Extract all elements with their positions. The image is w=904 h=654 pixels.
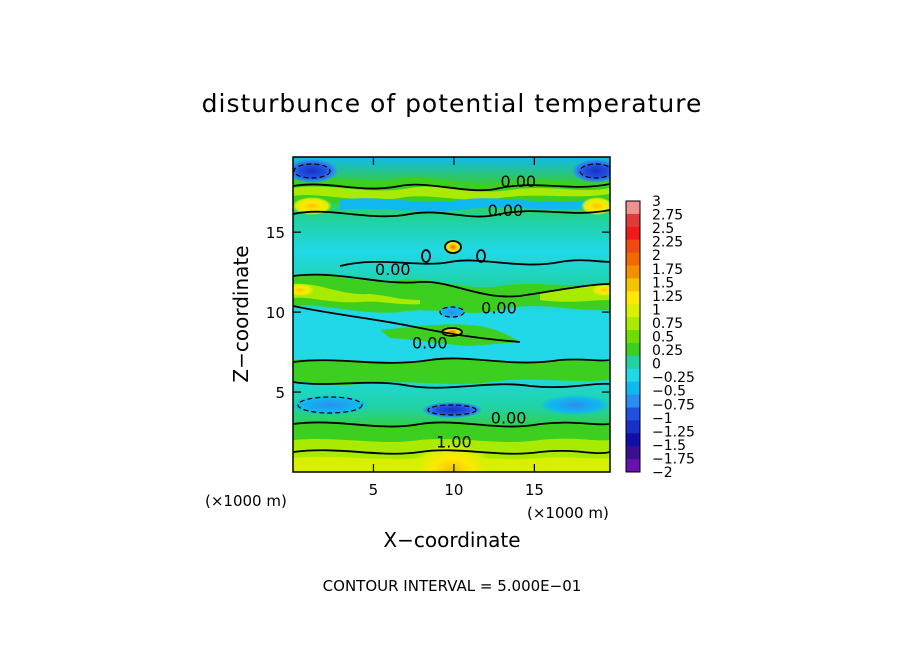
axes: 5 10 15 5 10 15 — [266, 157, 610, 499]
y-tick-label-0: 5 — [275, 384, 285, 402]
colorbar-label-10: 0.5 — [652, 330, 674, 346]
contour-line-mid — [293, 273, 610, 298]
x-tick-label-0: 5 — [369, 481, 379, 499]
colorbar-label-11: 0.25 — [652, 343, 683, 359]
colorbar-swatch-17 — [626, 420, 640, 434]
contour-field: 0.00 0.00 0.00 0.00 0.00 0.00 1.00 — [293, 157, 610, 472]
contour-labels: 0.00 0.00 0.00 0.00 0.00 0.00 1.00 — [375, 172, 536, 452]
colorbar-label-4: 2 — [652, 248, 661, 264]
contour-line-bottom2 — [293, 449, 610, 455]
colorbar-swatch-1 — [626, 213, 640, 228]
colorbar-label-9: 0.75 — [652, 316, 683, 332]
colorbar-swatch-7 — [626, 291, 640, 305]
contour-neg-left — [297, 396, 363, 414]
colorbar-swatch-2 — [626, 226, 640, 241]
colorbar-swatch-12 — [626, 355, 640, 370]
colorbar-swatch-16 — [626, 407, 640, 421]
contour-lines — [293, 183, 610, 455]
contour-neg-center — [439, 306, 465, 318]
contour-ring-right-eye — [476, 249, 486, 263]
colorbar-swatch-15 — [626, 394, 640, 408]
contour-neg-bottom — [427, 404, 477, 416]
colorbar-label-0: 3 — [652, 194, 661, 210]
contour-line-top — [293, 183, 610, 192]
contour-ring-upper — [444, 240, 462, 254]
cool-patch-left — [293, 395, 370, 415]
contour-label-1: 0.00 — [488, 201, 524, 220]
contour-ring-center — [441, 327, 463, 337]
x-tick-label-2: 15 — [525, 481, 544, 499]
colorbar-swatch-18 — [626, 433, 640, 447]
colorbar-swatch-11 — [626, 342, 640, 357]
warm-blob-left — [293, 197, 332, 215]
contour-label-3: 0.00 — [481, 298, 517, 317]
colorbar-swatch-9 — [626, 317, 640, 331]
colorbar-swatch-19 — [626, 446, 640, 460]
warm-patch-midleft — [293, 284, 314, 296]
colorbar-swatch-0 — [626, 201, 640, 215]
contour-lines-negative — [293, 163, 610, 416]
y-tick-label-1: 10 — [266, 304, 285, 322]
colorbar-label-15: −0.75 — [652, 397, 695, 413]
x-axis-label: X−coordinate — [383, 528, 520, 552]
colorbar-swatch-6 — [626, 278, 640, 292]
plot-frame — [292, 156, 611, 473]
band-mid-green — [293, 274, 610, 313]
contour-line-upper — [293, 209, 610, 218]
contour-label-4: 0.00 — [412, 333, 448, 352]
colorbar-label-12: 0 — [652, 357, 661, 373]
colorbar-swatch-14 — [626, 381, 640, 396]
colorbar-label-3: 2.25 — [652, 235, 683, 251]
y-axis-label: Z−coordinate — [229, 245, 253, 382]
cool-patch-right — [539, 395, 610, 415]
colorbar-label-5: 1.75 — [652, 262, 683, 278]
colorbar-frame — [625, 200, 641, 473]
colorbar-label-2: 2.5 — [652, 221, 674, 237]
colorbar-label-6: 1.5 — [652, 275, 674, 291]
warm-patch-midright — [592, 284, 610, 296]
contour-line-upper-mid — [339, 259, 610, 267]
colorbar-swatch-4 — [626, 252, 640, 267]
cold-blob-top-right — [572, 159, 610, 183]
colorbar-label-7: 1.25 — [652, 289, 683, 305]
contour-ring-left-eye — [421, 249, 431, 263]
colorbar-label-20: −2 — [652, 465, 673, 481]
colorbar-label-8: 1 — [652, 302, 661, 318]
x-unit-left: (×1000 m) — [205, 492, 287, 510]
band-mid-lime — [293, 283, 420, 305]
y-tick-label-2: 15 — [266, 224, 285, 242]
colorbar-swatch-10 — [626, 330, 640, 344]
band-lower-green — [293, 359, 610, 386]
contour-interval-note: CONTOUR INTERVAL = 5.000E−01 — [323, 577, 582, 595]
band-upper-lime — [293, 186, 610, 200]
colorbar-label-16: −1 — [652, 411, 673, 427]
colorbar-swatch-20 — [626, 459, 640, 473]
colorbar-swatch-8 — [626, 304, 640, 318]
x-tick-label-1: 10 — [444, 481, 463, 499]
contour-label-2: 0.00 — [375, 260, 411, 279]
contour-label-5: 0.00 — [491, 409, 527, 428]
contour-neg-top-left — [293, 163, 331, 179]
colorbar-label-17: −1.25 — [652, 424, 695, 440]
contour-line-lower — [293, 357, 610, 364]
colorbar-label-19: −1.75 — [652, 451, 695, 467]
contour-line-bottom — [293, 421, 610, 428]
colorbar-label-13: −0.25 — [652, 370, 695, 386]
contour-label-6: 1.00 — [436, 433, 472, 452]
colorbar-label-1: 2.75 — [652, 208, 683, 224]
contour-line-lower2 — [293, 381, 610, 389]
contour-label-0: 0.00 — [500, 172, 536, 191]
band-upper-cyan — [340, 198, 590, 212]
x-unit-right: (×1000 m) — [527, 504, 609, 522]
colorbar-swatch-3 — [626, 239, 640, 254]
colorbar-swatch-13 — [626, 368, 640, 383]
colorbar-label-18: −1.5 — [652, 438, 686, 454]
colorbar: 32.752.52.2521.751.51.2510.750.50.250−0.… — [625, 194, 695, 481]
colorbar-label-14: −0.5 — [652, 384, 686, 400]
colorbar-swatch-5 — [626, 265, 640, 279]
chart-title: disturbunce of potential temperature — [202, 89, 703, 118]
contour-neg-top-right — [579, 163, 610, 179]
contour-line-mid-low — [293, 305, 521, 343]
